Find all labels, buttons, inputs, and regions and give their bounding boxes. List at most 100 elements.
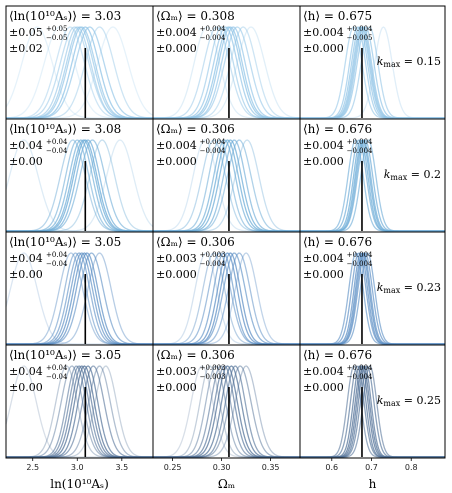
posterior-curve-lnAs-row-0-8 [6,26,154,119]
posterior-curve-lnAs-row-3-10 [6,365,153,458]
panel-Om-row-2: ⟨Ωₘ⟩ = 0.306 ±0.003 +0.003−0.004±0.000 [152,231,301,346]
posterior-curve-Om-row-3-6 [153,365,300,458]
panel-h-row-0: ⟨h⟩ = 0.675 ±0.004 +0.004−0.005±0.000 kmax … [299,5,446,120]
stat-error-up: +0.004 [347,251,373,259]
x-tick-label: 2.5 [26,463,39,472]
posterior-curve-h-row-2-6 [300,252,445,345]
stat-error-down: −0.04 [46,373,68,381]
stat-error: ±0.004 [303,365,344,378]
posterior-curve-Om-row-0-7 [153,26,300,119]
panel-Om-row-1: ⟨Ωₘ⟩ = 0.306 ±0.004 +0.004−0.004±0.000 [152,118,301,233]
posterior-curve-Om-row-1-7 [153,139,300,232]
posterior-curve-lnAs-row-3-9 [6,365,153,458]
kmax-label: kmax = 0.15 [377,55,441,69]
posterior-curve-lnAs-row-2-5 [6,252,153,345]
x-tick-label: 0.25 [164,463,182,472]
stat-error-up: +0.004 [200,25,226,33]
stat-error-up: +0.04 [46,138,68,146]
posterior-curve-lnAs-row-2-2 [6,252,153,345]
stat-error: ±0.004 [303,252,344,265]
panel-Om-row-3: ⟨Ωₘ⟩ = 0.306 ±0.003 +0.003−0.003±0.000 0.25… [152,344,301,491]
stat-error-up: +0.04 [46,251,68,259]
kmax-label: kmax = 0.23 [377,281,441,295]
stat-systematic: ±0.02 [9,42,43,55]
stat-systematic: ±0.000 [156,381,197,394]
stat-systematic: ±0.000 [156,42,197,55]
stat-systematic: ±0.00 [9,381,43,394]
posterior-curve-Om-row-1-3 [153,139,300,232]
posterior-curve-Om-row-1-0 [153,139,300,232]
posterior-curve-Om-row-3-8 [153,365,300,458]
stat-systematic: ±0.000 [156,268,197,281]
posterior-curve-lnAs-row-2-0 [5,252,153,345]
stat-label: ⟨Ωₘ⟩ = 0.308 [156,9,235,23]
stat-label: ⟨h⟩ = 0.676 [303,235,372,249]
stat-systematic: ±0.000 [303,268,344,281]
x-tick-label: 0.7 [365,463,378,472]
panel-lnAs-row-1: ⟨ln(10¹⁰Aₛ)⟩ = 3.08 ±0.04 +0.04−0.04±0.00 [5,118,154,233]
x-axis-label-lnAs: ln(10¹⁰Aₛ) [50,477,109,491]
stat-label: ⟨h⟩ = 0.676 [303,348,372,362]
stat-error-up: +0.003 [200,251,226,259]
x-axis-label-Om: Ωₘ [218,477,235,491]
stat-error-down: −0.005 [347,34,373,42]
stat-label: ⟨ln(10¹⁰Aₛ)⟩ = 3.05 [9,348,121,362]
x-tick-label: 0.8 [405,463,418,472]
x-tick-label: 0.30 [213,463,231,472]
posterior-curve-Om-row-1-6 [153,139,300,232]
stat-systematic: ±0.000 [303,155,344,168]
stat-error-down: −0.004 [200,147,226,155]
panel-Om-row-0: ⟨Ωₘ⟩ = 0.308 ±0.004 +0.004−0.004±0.000 [152,5,301,120]
x-tick-label: 0.6 [325,463,338,472]
stat-error: ±0.004 [156,139,197,152]
stat-error-up: +0.004 [347,364,373,372]
posterior-curve-Om-row-3-9 [153,365,300,458]
stat-error-up: +0.04 [46,364,68,372]
stat-error-up: +0.004 [347,138,373,146]
posterior-curve-Om-row-1-1 [153,139,300,232]
posterior-curve-Om-row-1-5 [153,139,300,232]
stat-error: ±0.003 [156,365,197,378]
posterior-curve-lnAs-row-0-10 [6,26,154,119]
posterior-curve-Om-row-1-4 [153,139,300,232]
stat-error-down: −0.04 [46,147,68,155]
stat-error: ±0.004 [156,26,197,39]
panel-lnAs-row-2: ⟨ln(10¹⁰Aₛ)⟩ = 3.05 ±0.04 +0.04−0.04±0.00 [5,231,154,346]
posterior-curve-lnAs-row-2-3 [6,252,153,345]
posterior-curve-lnAs-row-3-1 [6,365,153,458]
stat-error-down: −0.004 [200,34,226,42]
stat-error-down: −0.004 [347,260,373,268]
posterior-curve-lnAs-row-2-7 [6,252,153,345]
posterior-curve-h-row-0-7 [300,26,445,119]
stat-label: ⟨ln(10¹⁰Aₛ)⟩ = 3.08 [9,122,121,136]
stat-error: ±0.04 [9,365,43,378]
stat-error-down: −0.04 [46,260,68,268]
posterior-curve-Om-row-1-2 [153,139,300,232]
stat-error: ±0.004 [303,139,344,152]
posterior-curve-Om-row-2-7 [153,252,300,345]
posterior-curve-lnAs-row-2-6 [6,252,153,345]
posterior-curve-h-row-3-7 [300,365,445,458]
posterior-curve-Om-row-1-8 [153,139,301,232]
posterior-curve-lnAs-row-1-7 [6,139,153,232]
stat-error: ±0.04 [9,139,43,152]
posterior-curve-Om-row-0-8 [153,26,301,119]
stat-error: ±0.05 [9,26,43,39]
stat-error-down: −0.004 [347,147,373,155]
stat-systematic: ±0.000 [303,381,344,394]
stat-label: ⟨Ωₘ⟩ = 0.306 [156,235,235,249]
posterior-curve-lnAs-row-1-8 [6,139,154,232]
stat-label: ⟨ln(10¹⁰Aₛ)⟩ = 3.05 [9,235,121,249]
posterior-curve-lnAs-row-3-8 [6,365,153,458]
kmax-label: kmax = 0.2 [384,168,441,182]
stat-error-up: +0.003 [200,364,226,372]
stat-label: ⟨h⟩ = 0.675 [303,9,372,23]
posterior-curve-Om-row-0-9 [153,26,301,119]
x-tick-label: 0.35 [262,463,280,472]
panel-h-row-2: ⟨h⟩ = 0.676 ±0.004 +0.004−0.004±0.000 kmax … [299,231,446,346]
stat-label: ⟨Ωₘ⟩ = 0.306 [156,122,235,136]
panel-lnAs-row-0: ⟨ln(10¹⁰Aₛ)⟩ = 3.03 ±0.05 +0.05−0.05±0.02 [5,5,154,120]
stat-label: ⟨ln(10¹⁰Aₛ)⟩ = 3.03 [9,9,121,23]
stat-error-down: −0.003 [200,373,226,381]
stat-error-down: −0.004 [200,260,226,268]
